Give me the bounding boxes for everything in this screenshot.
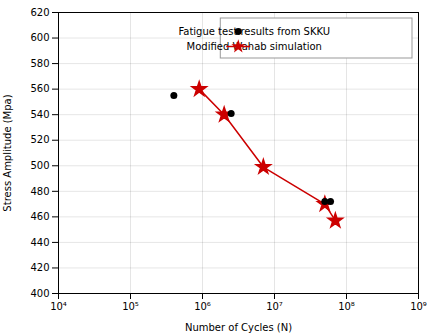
svg-text:10⁴: 10⁴ xyxy=(50,301,67,312)
svg-text:Fatigue test results from SKKU: Fatigue test results from SKKU xyxy=(178,26,330,37)
svg-text:10⁷: 10⁷ xyxy=(266,301,283,312)
svg-text:500: 500 xyxy=(30,160,49,171)
svg-text:540: 540 xyxy=(30,109,49,120)
svg-text:620: 620 xyxy=(30,7,49,18)
svg-text:460: 460 xyxy=(30,211,49,222)
svg-text:480: 480 xyxy=(30,186,49,197)
svg-text:10⁸: 10⁸ xyxy=(338,301,355,312)
svg-text:440: 440 xyxy=(30,237,49,248)
svg-text:Stress Amplitude (Mpa): Stress Amplitude (Mpa) xyxy=(2,94,13,211)
svg-text:600: 600 xyxy=(30,32,49,43)
svg-text:Modified Wahab simulation: Modified Wahab simulation xyxy=(187,41,322,52)
svg-text:10⁹: 10⁹ xyxy=(410,301,427,312)
svg-text:Number of Cycles (N): Number of Cycles (N) xyxy=(185,322,292,333)
svg-text:520: 520 xyxy=(30,134,49,145)
svg-text:10⁶: 10⁶ xyxy=(194,301,211,312)
svg-text:400: 400 xyxy=(30,288,49,299)
svg-text:10⁵: 10⁵ xyxy=(122,301,139,312)
svg-text:580: 580 xyxy=(30,58,49,69)
svg-text:420: 420 xyxy=(30,262,49,273)
svg-text:560: 560 xyxy=(30,83,49,94)
